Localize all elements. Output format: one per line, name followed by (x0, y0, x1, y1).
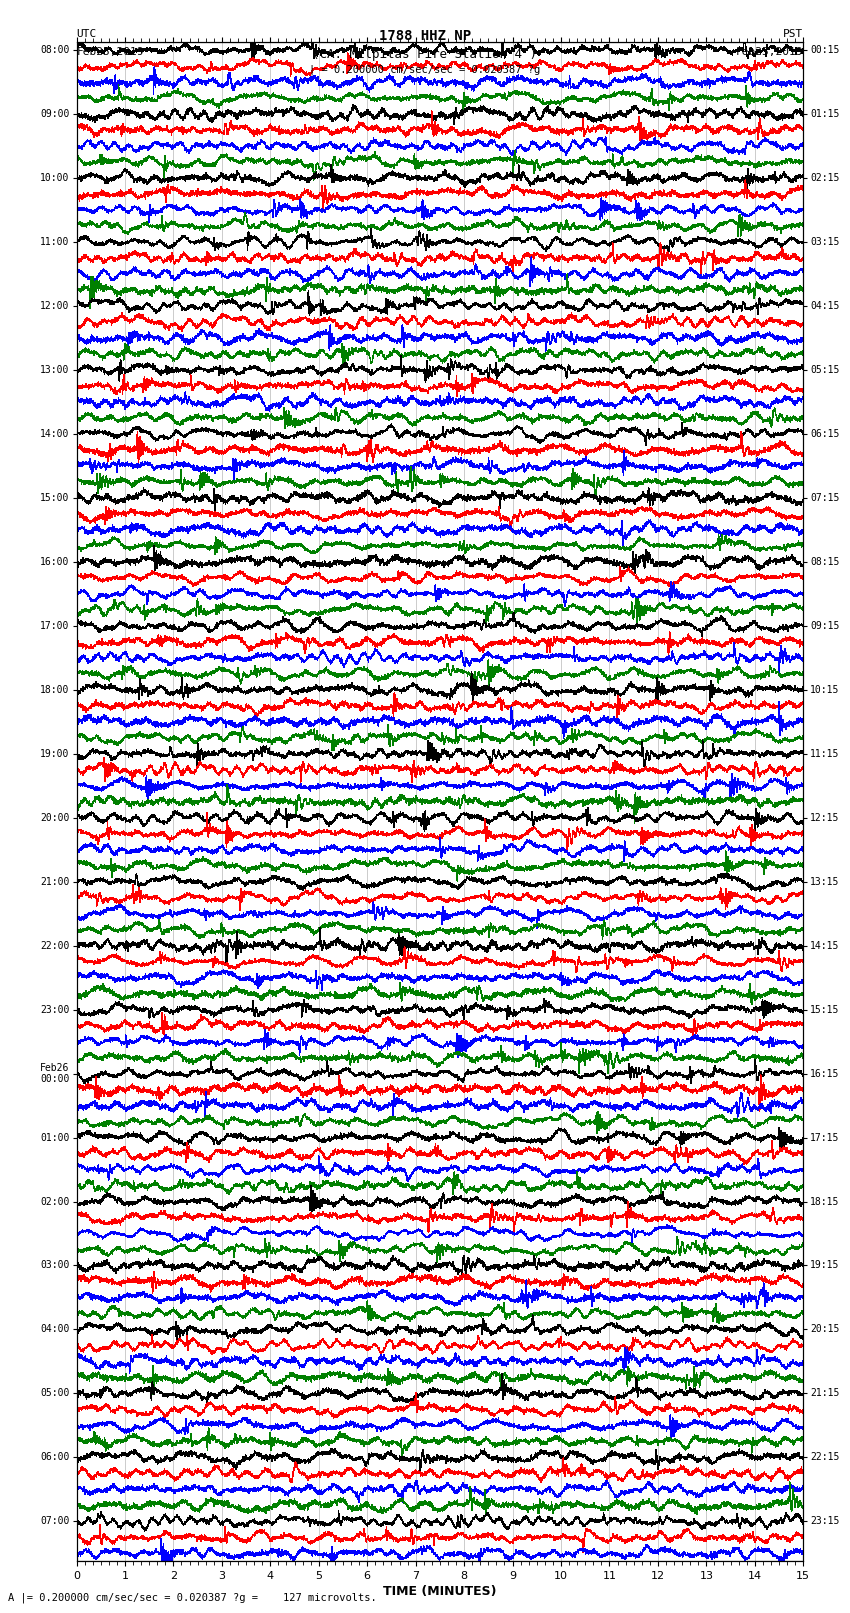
Text: PST: PST (783, 29, 803, 39)
Text: Feb25,2019: Feb25,2019 (736, 47, 803, 56)
Text: UTC: UTC (76, 29, 97, 39)
Text: Feb25,2019: Feb25,2019 (76, 47, 144, 56)
Text: A |= 0.200000 cm/sec/sec = 0.020387 ?g =    127 microvolts.: A |= 0.200000 cm/sec/sec = 0.020387 ?g =… (8, 1592, 377, 1603)
Text: 1788 HHZ NP: 1788 HHZ NP (379, 29, 471, 44)
Text: (CA: Milpitas Fire Station 4 ): (CA: Milpitas Fire Station 4 ) (313, 48, 537, 61)
X-axis label: TIME (MINUTES): TIME (MINUTES) (383, 1586, 496, 1598)
Text: | = 0.200000 cm/sec/sec = 0.020387 ?g: | = 0.200000 cm/sec/sec = 0.020387 ?g (309, 65, 541, 76)
